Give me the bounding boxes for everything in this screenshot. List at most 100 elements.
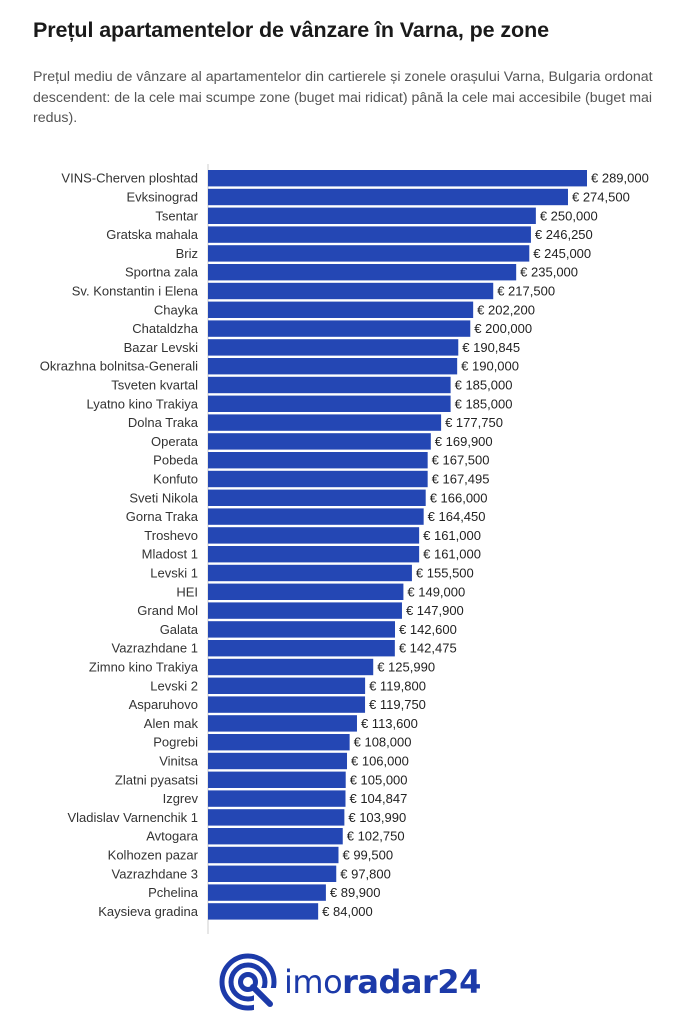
bar (208, 583, 404, 600)
value-label: € 161,000 (423, 528, 481, 543)
value-label: € 167,500 (432, 453, 490, 468)
bar (208, 734, 350, 751)
category-label: Levski 2 (150, 678, 198, 693)
bar (208, 452, 428, 469)
value-label: € 104,847 (349, 791, 407, 806)
bar (208, 395, 451, 412)
value-label: € 84,000 (322, 904, 373, 919)
value-label: € 177,750 (445, 415, 503, 430)
category-label: Zlatni pyasatsi (115, 772, 198, 787)
value-label: € 125,990 (377, 660, 435, 675)
bar (208, 658, 374, 676)
category-label: Konfuto (153, 472, 198, 487)
value-label: € 200,000 (474, 321, 532, 336)
category-label: Gorna Traka (126, 509, 199, 524)
bar (208, 170, 587, 187)
bar (208, 358, 458, 375)
category-label: HEI (176, 584, 198, 599)
category-label: Pobeda (153, 453, 199, 468)
value-label: € 190,000 (461, 359, 519, 374)
value-label: € 217,500 (497, 284, 555, 299)
bar (208, 790, 346, 807)
bar (208, 301, 474, 318)
bar (208, 809, 345, 826)
value-label: € 164,450 (428, 509, 486, 524)
category-label: Sv. Konstantin i Elena (72, 284, 199, 299)
bar (208, 564, 412, 582)
bar (208, 508, 424, 525)
chart-title: Prețul apartamentelor de vânzare în Varn… (33, 18, 549, 42)
value-label: € 245,000 (533, 246, 591, 261)
imoradar24-logo-icon (219, 953, 278, 1012)
bar (208, 546, 420, 563)
category-label: Levski 1 (150, 566, 198, 581)
category-label: Chayka (154, 302, 199, 317)
bar (208, 828, 343, 845)
category-label: Gratska mahala (106, 227, 199, 242)
value-label: € 169,900 (435, 434, 493, 449)
bar (208, 696, 366, 713)
value-label: € 147,900 (406, 603, 464, 618)
category-label: Kaysieva gradina (98, 904, 198, 919)
value-label: € 250,000 (540, 208, 598, 223)
category-label: Vinitsa (159, 754, 199, 769)
category-label: Bazar Levski (124, 340, 199, 355)
value-label: € 274,500 (572, 190, 630, 205)
bar (208, 433, 431, 450)
category-label: Pchelina (148, 885, 199, 900)
bar (208, 527, 420, 544)
category-label: Vladislav Varnenchik 1 (67, 810, 198, 825)
category-label: Briz (176, 246, 198, 261)
category-label: Sportna zala (125, 265, 199, 280)
bars-group (208, 170, 587, 920)
value-label: € 185,000 (455, 396, 513, 411)
bar (208, 771, 346, 788)
bar (208, 602, 402, 619)
value-label: € 105,000 (350, 772, 408, 787)
category-label: VINS-Cherven ploshtad (61, 171, 198, 186)
category-label: Galata (160, 622, 199, 637)
value-label: € 155,500 (416, 566, 474, 581)
bar (208, 339, 459, 356)
value-label: € 97,800 (340, 866, 391, 881)
value-label: € 149,000 (407, 584, 465, 599)
value-label: € 103,990 (348, 810, 406, 825)
value-label: € 99,500 (342, 848, 393, 863)
bar (208, 376, 451, 394)
bar (208, 207, 536, 224)
brand-wordmark-bold: radar24 (342, 963, 481, 1001)
category-label: Mladost 1 (142, 547, 198, 562)
value-label: € 89,900 (330, 885, 381, 900)
category-label: Alen mak (144, 716, 199, 731)
category-label: Chataldzha (132, 321, 199, 336)
bar (208, 884, 326, 901)
bar (208, 752, 348, 770)
value-label: € 119,800 (369, 678, 426, 693)
value-label: € 119,750 (369, 697, 426, 712)
value-label: € 202,200 (477, 302, 535, 317)
brand-wordmark-light: imo (284, 963, 343, 1001)
category-label: Pogrebi (153, 735, 198, 750)
value-label: € 246,250 (535, 227, 593, 242)
bar (208, 245, 530, 262)
value-label: € 289,000 (591, 171, 649, 186)
value-label: € 185,000 (455, 378, 513, 393)
value-label: € 235,000 (520, 265, 578, 280)
category-label: Vazrazhdane 1 (112, 641, 199, 656)
bar (208, 489, 426, 506)
bar (208, 640, 395, 657)
bar-chart: VINS-Cherven ploshtad Evksinograd Tsentar G… (40, 164, 649, 934)
value-label: € 113,600 (361, 716, 418, 731)
category-label: Izgrev (163, 791, 199, 806)
category-label: Avtogara (146, 829, 199, 844)
category-label: Okrazhna bolnitsa-Generali (40, 359, 198, 374)
value-label: € 142,600 (399, 622, 457, 637)
category-label: Sveti Nikola (129, 490, 198, 505)
chart-subtitle: Prețul mediu de vânzare al apartamentelo… (33, 69, 653, 126)
bar (208, 282, 494, 300)
bar (208, 715, 357, 732)
value-label: € 167,495 (432, 472, 490, 487)
bar (208, 414, 442, 431)
bar (208, 846, 339, 864)
category-label: Troshevo (144, 528, 198, 543)
